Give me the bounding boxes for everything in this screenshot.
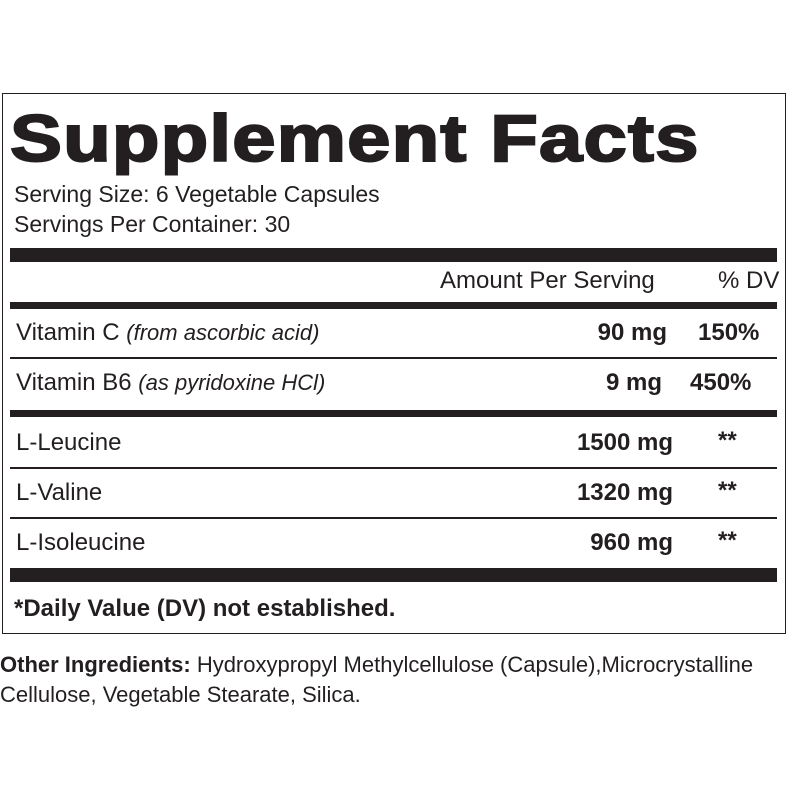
nutrient-amount: 1320 mg [576,479,673,506]
nutrient-dv: ** [718,527,737,554]
nutrient-label: Vitamin B6 [16,369,132,396]
row-divider [10,467,777,469]
nutrient-name: L-Valine [16,479,103,506]
thick-divider [10,568,777,582]
nutrient-amount: 9 mg [605,369,662,396]
nutrient-name: Vitamin C (from ascorbic acid) [16,318,319,348]
panel-title: Supplement Facts [9,100,700,176]
nutrient-source: (as pyridoxine HCl) [138,370,326,395]
nutrient-dv: 150% [698,319,760,346]
row-divider [10,357,777,359]
nutrient-name: L-Leucine [16,429,122,456]
medium-divider [10,302,777,309]
nutrient-dv: ** [718,477,737,504]
nutrient-dv: 450% [690,369,752,396]
nutrient-amount: 1500 mg [576,429,673,456]
nutrient-dv: ** [718,427,737,454]
thick-divider [10,248,777,262]
servings-per-container: Servings Per Container: 30 [14,211,291,237]
nutrient-amount: 960 mg [590,529,673,556]
other-ingredients-label: Other Ingredients: [0,652,191,677]
other-ingredients-text: Hydroxypropyl Methylcellulose (Capsule),… [0,652,754,707]
footnote: *Daily Value (DV) not established. [14,595,396,622]
nutrient-name: L-Isoleucine [16,529,146,556]
serving-size: Serving Size: 6 Vegetable Capsules [14,181,380,207]
other-ingredients: Other Ingredients: Hydroxypropyl Methylc… [0,650,800,710]
row-divider [10,517,777,519]
medium-divider [10,410,777,417]
nutrient-label: Vitamin C [16,319,120,346]
nutrient-source: (from ascorbic acid) [126,320,320,345]
dv-header: % DV [718,267,780,294]
nutrient-amount: 90 mg [597,319,667,346]
supplement-facts-panel [2,93,786,634]
amount-per-serving-header: Amount Per Serving [440,267,655,294]
nutrient-name: Vitamin B6 (as pyridoxine HCl) [16,368,325,398]
